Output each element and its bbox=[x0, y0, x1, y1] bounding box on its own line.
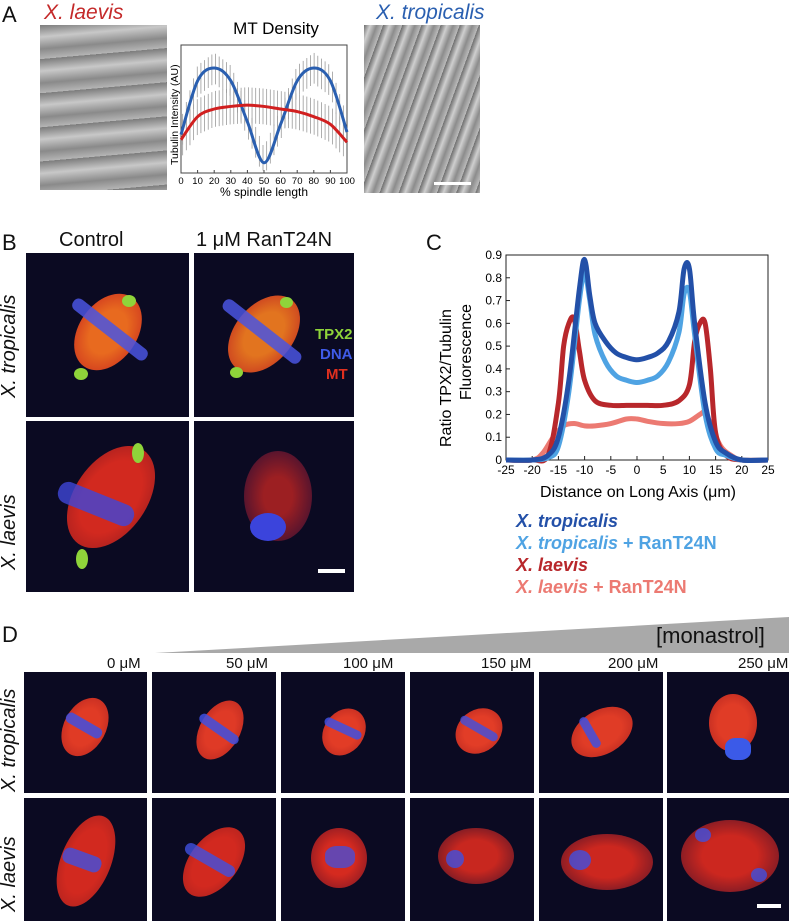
legend-dna: DNA bbox=[320, 346, 353, 363]
d-tropicalis-0 bbox=[24, 672, 147, 793]
series-line-laevis bbox=[179, 103, 349, 144]
legend-mt: MT bbox=[326, 366, 348, 383]
series-line-tropicalis bbox=[179, 66, 349, 165]
d-tropicalis-50 bbox=[152, 672, 276, 793]
d-row-label-laevis: X. laevis bbox=[0, 836, 20, 912]
legend-tropicalis-ran: X. tropicalis + RanT24N bbox=[516, 533, 717, 553]
y-tick-label: 0.1 bbox=[485, 430, 502, 444]
control-label: Control bbox=[59, 229, 124, 251]
y-tick-label: 0.9 bbox=[485, 250, 502, 262]
x-tick-label: 50 bbox=[259, 176, 270, 187]
y-tick-label: 0.7 bbox=[485, 294, 502, 308]
mt-density-chart: MT Density 0 10 20 30 40 50 60 70 80 90 100 % spin… bbox=[169, 19, 355, 199]
d-laevis-200 bbox=[539, 798, 663, 921]
d-tropicalis-200 bbox=[539, 672, 663, 793]
d-tropicalis-250 bbox=[667, 672, 789, 793]
conc-250: 250 μM bbox=[738, 655, 789, 672]
b-laevis-rant24n bbox=[194, 421, 354, 592]
x-tick-label: 30 bbox=[226, 176, 237, 187]
x-tick-label: 25 bbox=[761, 463, 775, 477]
x-tick-label: 0 bbox=[634, 463, 641, 477]
d-laevis-100 bbox=[281, 798, 405, 921]
laevis-tubulin-image bbox=[40, 25, 167, 190]
d-laevis-150 bbox=[410, 798, 534, 921]
tropicalis-tubulin-image bbox=[364, 25, 480, 193]
b-tropicalis-rant24n: TPX2 DNA MT bbox=[194, 253, 354, 417]
legend-tropicalis: X. tropicalis bbox=[516, 511, 619, 531]
y-tick-label: 0.4 bbox=[485, 362, 502, 376]
x-tick-label: 70 bbox=[292, 176, 303, 187]
x-tick-label: -10 bbox=[576, 463, 594, 477]
x-tick-label: 80 bbox=[309, 176, 320, 187]
y-tick-label: 0 bbox=[495, 453, 502, 467]
legend-tpx2: TPX2 bbox=[315, 326, 353, 343]
conc-0: 0 μM bbox=[107, 655, 141, 672]
conc-200: 200 μM bbox=[608, 655, 659, 672]
d-laevis-250 bbox=[667, 798, 789, 921]
y-tick-label: 0.6 bbox=[485, 316, 502, 330]
series-line-x-tropicalis bbox=[505, 257, 769, 464]
mt-density-title: MT Density bbox=[233, 19, 319, 38]
laevis-label-a: X. laevis bbox=[44, 1, 124, 24]
concentration-wedge bbox=[155, 617, 789, 653]
d-laevis-50 bbox=[152, 798, 276, 921]
series-line-x-laevis bbox=[505, 314, 769, 464]
x-tick-label: -5 bbox=[605, 463, 616, 477]
b-laevis-control bbox=[26, 421, 189, 592]
y-tick-label: 0.2 bbox=[485, 407, 502, 421]
tpx2-ylabel-line1: Ratio TPX2/Tubulin bbox=[438, 309, 455, 447]
y-tick-label: 0.8 bbox=[485, 271, 502, 285]
mt-density-plot-area bbox=[180, 44, 348, 174]
x-tick-label: -25 bbox=[497, 463, 515, 477]
x-tick-label: -15 bbox=[550, 463, 568, 477]
d-tropicalis-150 bbox=[410, 672, 534, 793]
tpx2-xlabel: Distance on Long Axis (μm) bbox=[540, 484, 736, 501]
panel-label-c: C bbox=[426, 230, 442, 255]
mt-density-xlabel: % spindle length bbox=[220, 185, 308, 199]
x-tick-label: 5 bbox=[660, 463, 667, 477]
d-row-label-tropicalis: X. tropicalis bbox=[0, 688, 20, 792]
b-row-label-tropicalis: X. tropicalis bbox=[0, 294, 20, 398]
d-tropicalis-100 bbox=[281, 672, 405, 793]
x-tick-label: 10 bbox=[683, 463, 697, 477]
tpx2-ylabel-line2: Fluorescence bbox=[458, 304, 475, 400]
x-tick-label: 90 bbox=[325, 176, 336, 187]
x-tick-label: 10 bbox=[192, 176, 203, 187]
panel-label-d: D bbox=[2, 622, 18, 647]
conc-100: 100 μM bbox=[343, 655, 394, 672]
x-tick-label: 20 bbox=[209, 176, 220, 187]
panel-label-a: A bbox=[2, 2, 17, 27]
x-tick-label: 20 bbox=[735, 463, 749, 477]
scale-bar bbox=[434, 182, 471, 185]
d-laevis-0 bbox=[24, 798, 147, 921]
x-tick-label: 0 bbox=[178, 176, 183, 187]
x-tick-label: 60 bbox=[275, 176, 286, 187]
rant24n-label: 1 μM RanT24N bbox=[196, 229, 333, 251]
tpx2-legend: X. tropicalis X. tropicalis + RanT24N X.… bbox=[516, 510, 717, 598]
legend-laevis-ran: X. laevis + RanT24N bbox=[516, 577, 687, 597]
tropicalis-label-a: X. tropicalis bbox=[376, 1, 485, 24]
conc-50: 50 μM bbox=[226, 655, 268, 672]
scale-bar bbox=[757, 904, 781, 908]
b-row-label-laevis: X. laevis bbox=[0, 494, 20, 570]
x-tick-label: 100 bbox=[339, 176, 355, 187]
b-tropicalis-control bbox=[26, 253, 189, 417]
panel-label-b: B bbox=[2, 230, 17, 255]
y-tick-label: 0.3 bbox=[485, 385, 502, 399]
x-tick-label: 40 bbox=[242, 176, 253, 187]
y-tick-label: 0.5 bbox=[485, 339, 502, 353]
mt-density-ylabel: Tubulin Intensity (AU) bbox=[169, 64, 181, 165]
tpx2-ratio-chart: -25 -20 -15 -10 -5 0 5 10 15 20 25 0 0.1 0.2 0.3 0.4 0.5… bbox=[438, 250, 775, 501]
x-tick-label: -20 bbox=[524, 463, 542, 477]
legend-laevis: X. laevis bbox=[516, 555, 589, 575]
conc-150: 150 μM bbox=[481, 655, 532, 672]
scale-bar bbox=[318, 569, 345, 573]
x-tick-label: 15 bbox=[709, 463, 723, 477]
monastrol-label: [monastrol] bbox=[656, 623, 765, 648]
